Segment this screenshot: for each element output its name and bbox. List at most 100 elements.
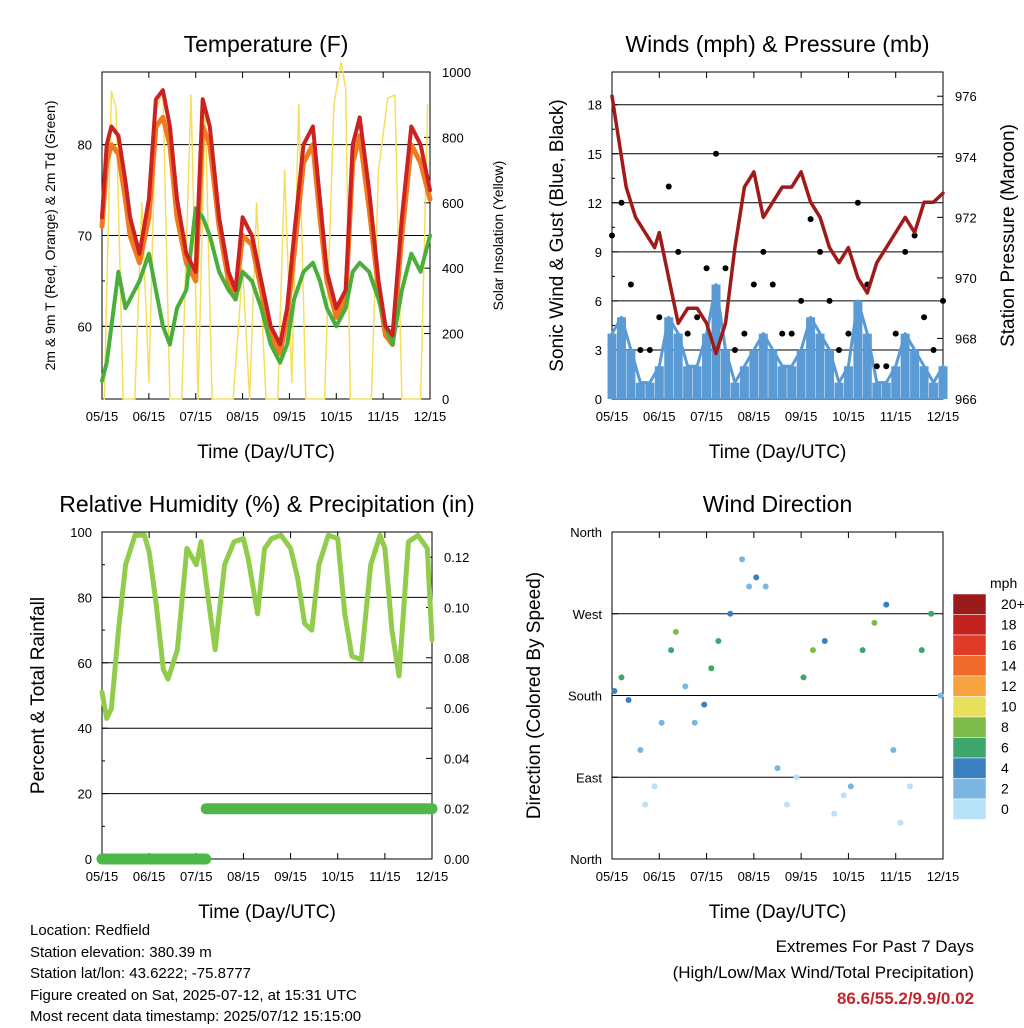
gust-point bbox=[911, 232, 918, 239]
x-tick-label: 12/15 bbox=[416, 869, 449, 884]
direction-point bbox=[625, 697, 632, 704]
x-tick-label: 11/15 bbox=[367, 409, 399, 424]
gust-point bbox=[835, 346, 842, 353]
extremes-box: Extremes For Past 7 Days (High/Low/Max W… bbox=[673, 934, 974, 1012]
direction-point bbox=[637, 747, 644, 753]
direction-point bbox=[708, 665, 715, 672]
direction-point bbox=[928, 610, 935, 617]
x-tick-label: 07/15 bbox=[179, 409, 212, 424]
y-tick-label: South bbox=[568, 689, 602, 704]
y-tick-label: 80 bbox=[78, 590, 92, 605]
gust-point bbox=[883, 363, 890, 370]
gust-point bbox=[930, 346, 937, 353]
y-tick-label: 80 bbox=[78, 138, 92, 153]
y2-tick-label: 976 bbox=[955, 89, 977, 104]
gust-point bbox=[703, 265, 710, 272]
legend-label: 14 bbox=[1001, 658, 1017, 674]
y-tick-label: East bbox=[576, 770, 602, 785]
y2-tick-label: 0.08 bbox=[444, 651, 469, 666]
sonic-wind-line bbox=[610, 283, 945, 385]
legend-swatch bbox=[952, 737, 987, 759]
legend-swatch bbox=[952, 778, 987, 800]
gust-point bbox=[656, 314, 663, 321]
direction-point bbox=[809, 647, 816, 654]
gust-point bbox=[684, 330, 691, 337]
legend-label: 16 bbox=[1001, 637, 1017, 653]
elevation-text: Station elevation: 380.39 m bbox=[30, 943, 212, 961]
legend-label: 8 bbox=[1001, 719, 1009, 735]
direction-point bbox=[793, 774, 800, 781]
y-tick-label: 100 bbox=[70, 525, 92, 540]
x-tick-label: 12/15 bbox=[414, 409, 447, 424]
direction-point bbox=[800, 674, 807, 681]
y2-tick-label: 200 bbox=[442, 327, 464, 342]
direction-point bbox=[897, 819, 904, 826]
humidity-precip-panel: 0 20 40 60 80 100 0.00 0.02 0.04 0.06 0.08 0.10 0.12… bbox=[28, 491, 475, 923]
wind-direction-panel: North East South West North 05/15 06/15 07/15 08… bbox=[524, 491, 959, 923]
direction-point bbox=[840, 792, 847, 799]
x-tick-label: 05/15 bbox=[596, 409, 629, 424]
y2-tick-label: 974 bbox=[955, 150, 977, 165]
legend-swatch bbox=[952, 655, 987, 677]
y-tick-label: 3 bbox=[595, 343, 602, 358]
gust-point bbox=[722, 265, 729, 272]
gust-point bbox=[760, 248, 767, 255]
pressure-line bbox=[610, 94, 945, 356]
x-axis-label: Time (Day/UTC) bbox=[709, 442, 847, 463]
x-tick-label: 09/15 bbox=[274, 869, 307, 884]
y-axis-label: Sonic Wind & Gust (Blue, Black) bbox=[547, 99, 568, 371]
direction-point bbox=[682, 683, 689, 690]
direction-point bbox=[691, 719, 698, 726]
x-tick-label: 10/15 bbox=[321, 869, 354, 884]
gust-point bbox=[845, 330, 852, 337]
location-text: Location: Redfield bbox=[30, 922, 151, 939]
x-tick-label: 07/15 bbox=[690, 869, 723, 884]
winds-pressure-panel: 0 3 6 9 12 15 18 966 968 970 972 974 976 05/15 06/15 07… bbox=[547, 31, 1019, 463]
latlon-text: Station lat/lon: 43.6222; -75.8777 bbox=[30, 965, 252, 982]
x-axis-label: Time (Day/UTC) bbox=[197, 442, 335, 463]
solar-insolation-line bbox=[103, 61, 429, 400]
gust-point bbox=[627, 281, 634, 288]
y-tick-label: West bbox=[573, 607, 603, 622]
x-tick-label: 06/15 bbox=[643, 869, 676, 884]
legend-swatch bbox=[952, 716, 987, 738]
y-tick-label: 9 bbox=[595, 245, 602, 260]
y2-tick-label: 600 bbox=[442, 196, 464, 211]
legend-label: 10 bbox=[1001, 699, 1017, 715]
x-tick-label: 10/15 bbox=[320, 409, 353, 424]
legend-label: 0 bbox=[1001, 801, 1009, 817]
legend-swatch bbox=[952, 634, 987, 656]
legend-label: 20+ bbox=[1001, 596, 1024, 612]
x-tick-label: 07/15 bbox=[180, 869, 213, 884]
legend-title: mph bbox=[990, 575, 1017, 591]
x-tick-label: 05/15 bbox=[86, 869, 119, 884]
legend-swatch bbox=[952, 614, 987, 636]
direction-point bbox=[658, 719, 665, 726]
speed-legend: mph 20+ 18 16 14 12 10 8 6 4 2 0 bbox=[952, 575, 1024, 820]
x-tick-label: 09/15 bbox=[273, 409, 306, 424]
gust-point bbox=[741, 330, 748, 337]
x-tick-label: 08/15 bbox=[227, 869, 260, 884]
direction-point bbox=[831, 810, 838, 817]
direction-point bbox=[783, 801, 790, 808]
y2-tick-label: 972 bbox=[955, 210, 977, 225]
legend-swatch bbox=[952, 757, 987, 779]
x-tick-label: 05/15 bbox=[86, 409, 119, 424]
direction-point bbox=[618, 674, 625, 681]
legend-label: 12 bbox=[1001, 678, 1017, 694]
chart-title: Winds (mph) & Pressure (mb) bbox=[625, 31, 929, 57]
direction-point bbox=[727, 610, 734, 617]
y2-tick-label: 970 bbox=[955, 271, 977, 286]
gust-point bbox=[873, 363, 880, 370]
y-tick-label: North bbox=[570, 525, 602, 540]
gust-point bbox=[798, 297, 805, 304]
legend-swatch bbox=[952, 696, 987, 718]
y-tick-label: 6 bbox=[595, 294, 602, 309]
chart-title: Wind Direction bbox=[703, 491, 853, 517]
y2-axis-label: Solar Insolation (Yellow) bbox=[490, 161, 506, 311]
y-tick-label: 15 bbox=[588, 147, 602, 162]
x-tick-label: 06/15 bbox=[643, 409, 676, 424]
gust-point bbox=[940, 297, 946, 304]
gust-point bbox=[921, 314, 928, 321]
